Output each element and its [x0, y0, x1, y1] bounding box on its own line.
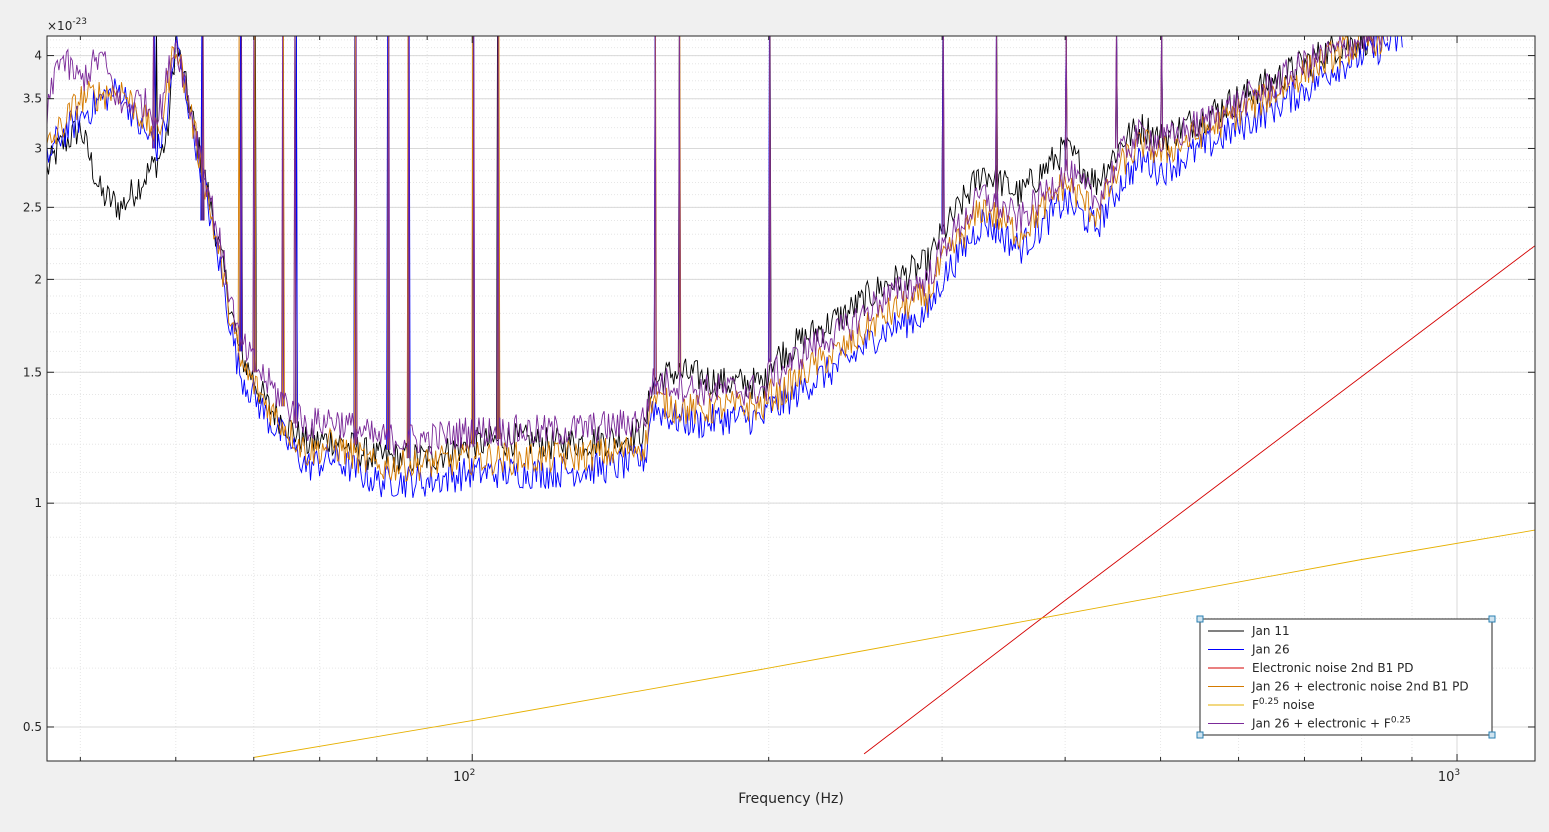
- x-axis-label: Frequency (Hz): [738, 791, 844, 807]
- legend-label: Jan 26 + electronic + F0.25: [1251, 716, 1411, 731]
- y-tick-label: 0.5: [23, 720, 42, 734]
- y-tick-label: 2.5: [23, 200, 42, 214]
- legend-label: Jan 26 + electronic noise 2nd B1 PD: [1251, 680, 1469, 694]
- series-line-jan-11: [47, 36, 1374, 474]
- legend-label: Jan 11: [1251, 624, 1290, 638]
- x-tick-label: 102: [453, 768, 475, 785]
- y-tick-label: 2: [34, 272, 42, 286]
- x-tick-label: 103: [1438, 768, 1460, 785]
- legend-label: F0.25 noise: [1252, 697, 1315, 712]
- y-tick-label: 4: [34, 49, 42, 63]
- axes-box: [46, 35, 1536, 762]
- series-line-electronic-noise-2nd-b1-pd: [863, 245, 1535, 755]
- series-line-f-0-25-noise: [253, 529, 1535, 758]
- legend[interactable]: Jan 11 Jan 26 Electronic noise 2nd B1 PD Ja…: [1196, 615, 1496, 739]
- legend-resize-handle[interactable]: [1488, 615, 1496, 623]
- y-exponent-label: ×10-23: [47, 17, 87, 33]
- legend-label: Electronic noise 2nd B1 PD: [1252, 661, 1414, 675]
- legend-label: Jan 26: [1251, 643, 1290, 657]
- y-tick-label: 3: [34, 141, 42, 155]
- y-tick-label: 3.5: [23, 92, 42, 106]
- y-tick-label: 1.5: [23, 365, 42, 379]
- legend-box: [1199, 618, 1493, 736]
- legend-resize-handle[interactable]: [1488, 731, 1496, 739]
- legend-resize-handle[interactable]: [1196, 615, 1204, 623]
- ticks: 0.5 1 1.5 2 2.5 3 3.5 4 102 103: [23, 36, 1535, 785]
- series-layer: [47, 36, 1535, 758]
- series-line-jan-26-electronic-f-0-25: [47, 36, 1388, 459]
- y-tick-label: 1: [34, 496, 42, 510]
- legend-resize-handle[interactable]: [1196, 731, 1204, 739]
